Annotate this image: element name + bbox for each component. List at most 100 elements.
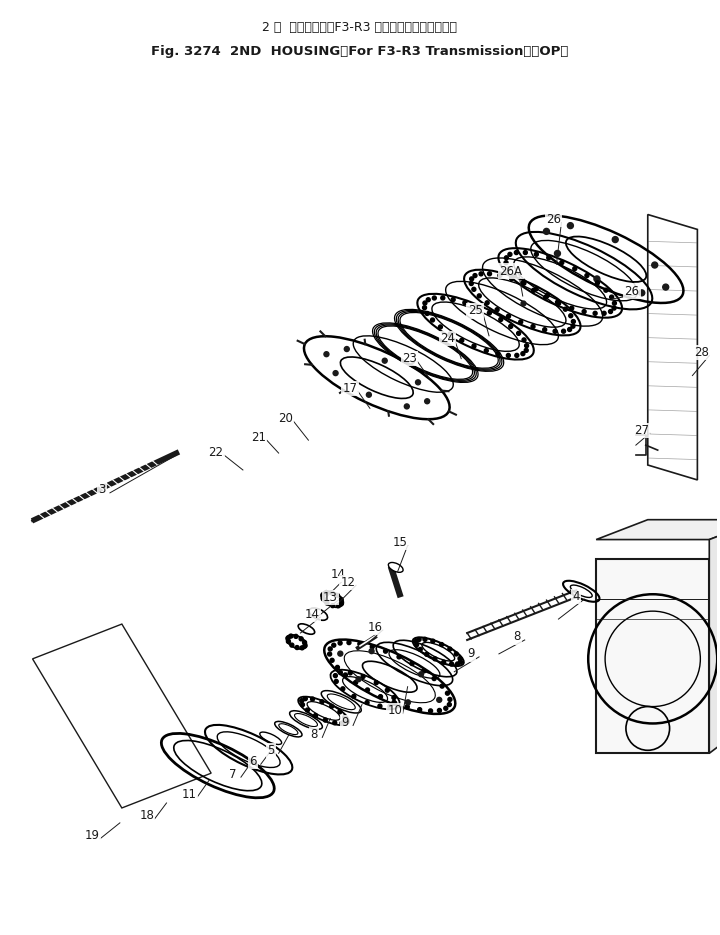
Circle shape (333, 673, 338, 678)
Circle shape (333, 370, 338, 376)
Circle shape (569, 314, 572, 318)
Circle shape (525, 344, 528, 348)
Circle shape (557, 301, 561, 305)
Circle shape (431, 640, 435, 643)
Text: 2 速  ハウジング（F3-R3 トランスミッション用）: 2 速 ハウジング（F3-R3 トランスミッション用） (263, 21, 457, 34)
Text: 9: 9 (467, 647, 475, 660)
Circle shape (602, 311, 606, 315)
Circle shape (524, 349, 528, 352)
Circle shape (449, 332, 452, 336)
Circle shape (385, 688, 390, 692)
Circle shape (563, 308, 567, 311)
Circle shape (562, 329, 565, 333)
Circle shape (289, 634, 293, 638)
Circle shape (369, 649, 374, 654)
Circle shape (438, 709, 441, 712)
Circle shape (531, 324, 535, 328)
Circle shape (300, 646, 304, 650)
Circle shape (303, 697, 307, 700)
Text: 4: 4 (572, 590, 580, 603)
Circle shape (433, 656, 437, 661)
Text: 8: 8 (513, 630, 521, 643)
Circle shape (358, 641, 362, 646)
Circle shape (595, 280, 600, 285)
Circle shape (505, 256, 508, 260)
Circle shape (534, 252, 539, 256)
Circle shape (370, 645, 374, 649)
Circle shape (299, 637, 303, 640)
Text: 28: 28 (694, 346, 708, 359)
Circle shape (382, 358, 387, 363)
Circle shape (508, 252, 512, 256)
Circle shape (444, 706, 448, 711)
Circle shape (347, 640, 351, 644)
Circle shape (338, 651, 343, 656)
Circle shape (451, 297, 455, 301)
Circle shape (441, 296, 445, 300)
Circle shape (437, 698, 441, 702)
Circle shape (300, 703, 305, 707)
Circle shape (324, 591, 328, 595)
Circle shape (405, 404, 409, 409)
Circle shape (570, 306, 574, 310)
Circle shape (374, 681, 378, 684)
Circle shape (405, 705, 409, 709)
Circle shape (521, 281, 525, 285)
Circle shape (392, 700, 396, 704)
Circle shape (320, 699, 324, 704)
Circle shape (343, 715, 347, 719)
Text: 5: 5 (267, 744, 274, 756)
Circle shape (334, 680, 338, 683)
Text: 22: 22 (209, 446, 224, 458)
Text: 8: 8 (310, 728, 318, 741)
Circle shape (504, 261, 508, 265)
Circle shape (546, 256, 551, 260)
Circle shape (555, 300, 559, 304)
Circle shape (314, 713, 318, 717)
Text: 19: 19 (84, 829, 99, 842)
Circle shape (405, 700, 410, 705)
Circle shape (544, 295, 548, 299)
Text: 23: 23 (402, 352, 417, 366)
Text: 12: 12 (341, 576, 356, 589)
Circle shape (344, 347, 349, 352)
Circle shape (379, 695, 382, 698)
Circle shape (514, 251, 518, 254)
Text: 20: 20 (278, 411, 293, 424)
Circle shape (440, 684, 444, 688)
Circle shape (378, 704, 382, 708)
Circle shape (300, 698, 304, 703)
Circle shape (612, 306, 616, 310)
Text: 27: 27 (634, 424, 649, 437)
Circle shape (290, 643, 294, 647)
Circle shape (415, 380, 420, 385)
Circle shape (286, 636, 290, 640)
Circle shape (499, 318, 503, 322)
Circle shape (440, 642, 444, 646)
Circle shape (333, 721, 337, 725)
Circle shape (487, 272, 492, 276)
Circle shape (365, 700, 369, 704)
Circle shape (506, 353, 510, 357)
Circle shape (332, 643, 336, 647)
Circle shape (397, 654, 401, 659)
Circle shape (338, 641, 342, 645)
Circle shape (393, 701, 397, 705)
Text: 11: 11 (182, 787, 197, 800)
Circle shape (485, 349, 488, 352)
Circle shape (495, 308, 499, 311)
Circle shape (459, 660, 462, 664)
Circle shape (567, 223, 573, 229)
Polygon shape (32, 624, 211, 808)
Circle shape (594, 276, 600, 282)
Circle shape (310, 697, 315, 701)
Circle shape (305, 708, 310, 712)
Circle shape (458, 656, 462, 660)
Circle shape (517, 331, 521, 336)
Circle shape (515, 353, 519, 357)
Circle shape (422, 669, 426, 673)
Circle shape (487, 311, 491, 315)
Circle shape (341, 687, 345, 691)
Circle shape (572, 320, 575, 324)
Circle shape (446, 691, 449, 696)
